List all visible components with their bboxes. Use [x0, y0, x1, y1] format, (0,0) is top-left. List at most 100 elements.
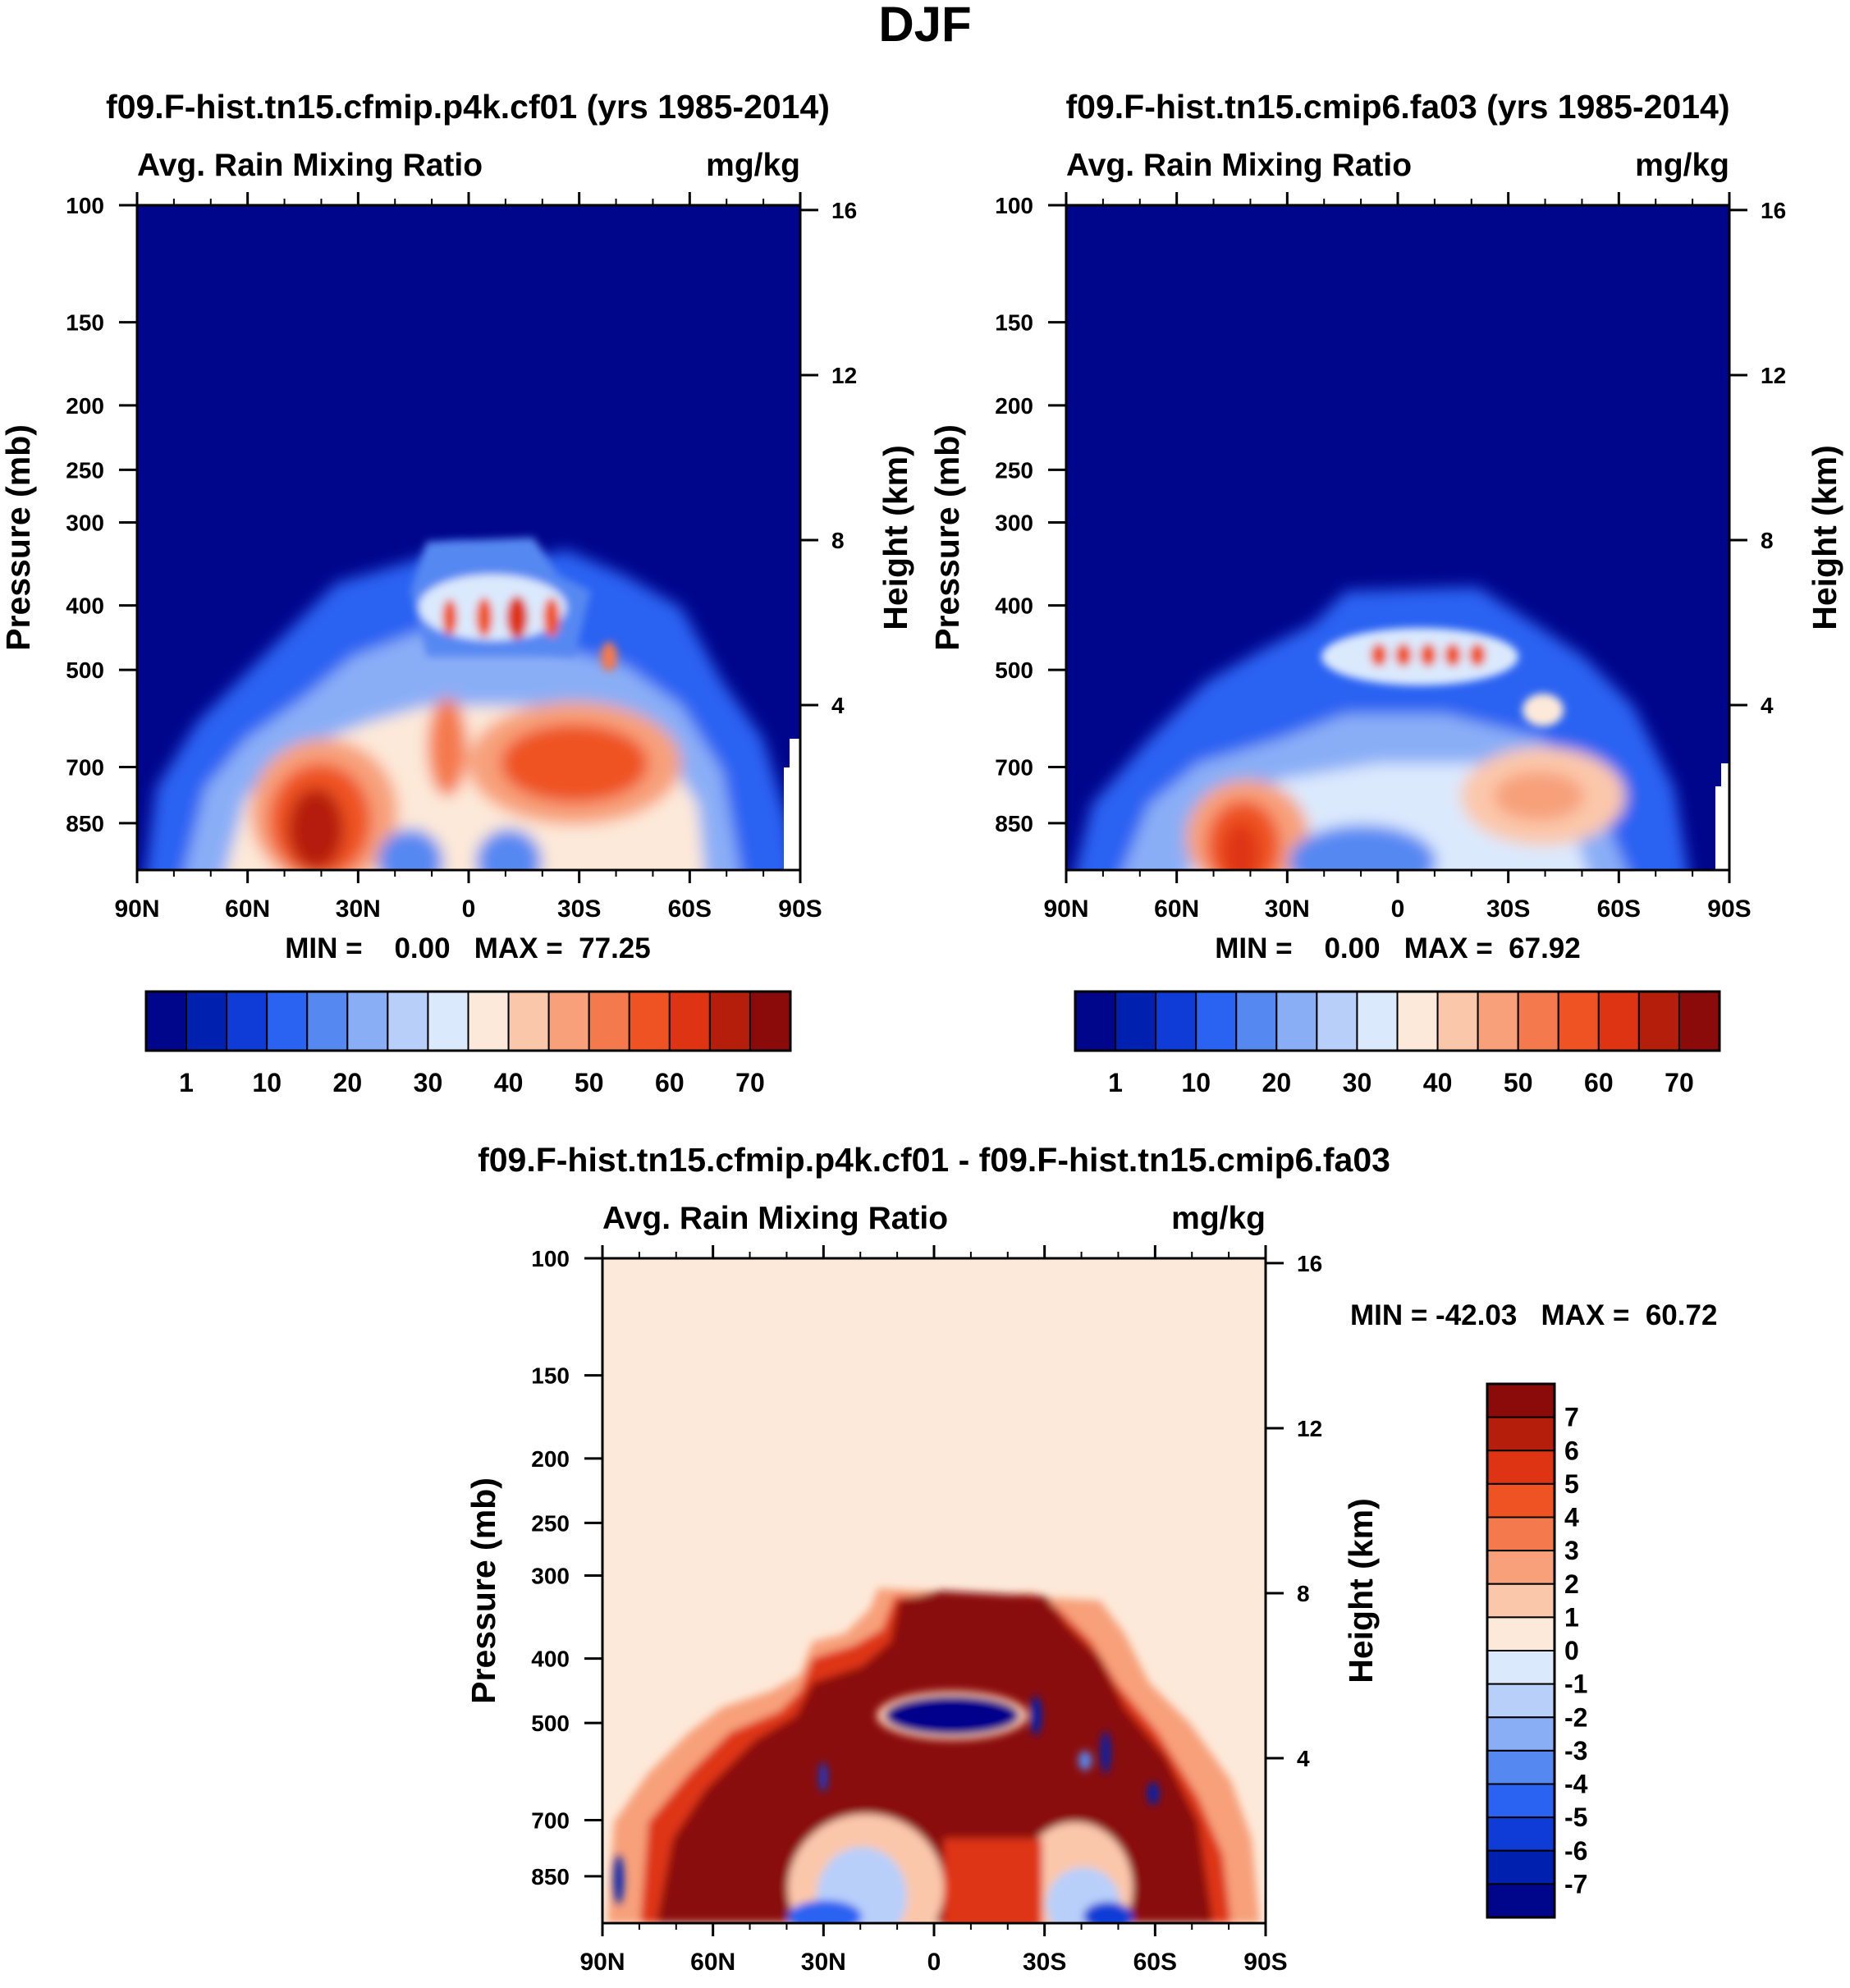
- panel-1-ytick-label: 500: [66, 657, 104, 683]
- panel-2-left-subtitle: Avg. Rain Mixing Ratio: [1066, 148, 1412, 183]
- panel-1-xtick-label: 0: [462, 896, 476, 923]
- panel-2-eq-blue: [1289, 825, 1436, 870]
- panel-1-title: f09.F-hist.tn15.cfmip.p4k.cf01 (yrs 1985…: [106, 88, 830, 126]
- panel-3-colorbar-label: -3: [1564, 1736, 1587, 1766]
- panel-1-colorbar-swatch: [266, 991, 309, 1051]
- panel-2: f09.F-hist.tn15.cmip6.fa03 (yrs 1985-201…: [928, 88, 1843, 1097]
- panel-3-ytick-label: 250: [531, 1510, 570, 1536]
- panel-1-xtick-label: 90S: [778, 896, 822, 923]
- panel-2-y2tick-label: 12: [1761, 363, 1786, 388]
- panel-1-ytick-label: 100: [66, 193, 104, 218]
- panel-3-colorbar-swatch: [1486, 1616, 1555, 1651]
- panel-2-colorbar-swatch: [1597, 991, 1640, 1051]
- panel-3-colorbar-label: -1: [1564, 1670, 1587, 1699]
- panel-3-colorbar-label: -6: [1564, 1836, 1587, 1866]
- panel-3-colorbar-label: -7: [1564, 1869, 1587, 1899]
- panel-3-colorbar-label: 3: [1564, 1536, 1579, 1565]
- panel-1-ytick-label: 200: [66, 393, 104, 419]
- panel-1-colorbar-swatch: [708, 991, 751, 1051]
- panel-3-title: f09.F-hist.tn15.cfmip.p4k.cf01 - f09.F-h…: [478, 1141, 1390, 1179]
- panel-3-colorbar-label: -5: [1564, 1802, 1587, 1832]
- panel-1-xtick-label: 90N: [114, 896, 159, 923]
- panel-2-missing-1: [1715, 786, 1729, 870]
- panel-1-colorbar-label: 70: [735, 1068, 765, 1097]
- panel-3-colorbar-label: 2: [1564, 1569, 1579, 1599]
- panel-2-y2tick-label: 4: [1761, 693, 1774, 718]
- panel-3-colorbar-swatch: [1486, 1816, 1555, 1852]
- panel-1-missing-1: [784, 767, 800, 870]
- panel-2-y2label: Height (km): [1806, 445, 1843, 630]
- panel-3-axes: 90N 60N 30N 0 30S 60S 90S 100 150 200 250 300 400 500…: [531, 1245, 1322, 1976]
- panel-2-colorbar-swatch: [1275, 991, 1318, 1051]
- panel-3-colorbar-swatch: [1486, 1416, 1555, 1452]
- panel-1-colorbar-swatch: [507, 991, 550, 1051]
- panel-2-axes: 90N 60N 30N 0 30S 60S 90S 100 150 200 250 300 400 500…: [995, 192, 1786, 923]
- panel-3-ytick-label: 150: [531, 1363, 570, 1389]
- panel-1-colorbar-swatch: [668, 991, 711, 1051]
- panel-3-xtick-label: 0: [927, 1949, 941, 1976]
- panel-2-right-subtitle: mg/kg: [1635, 148, 1729, 183]
- panel-3-ytick-label: 500: [531, 1711, 570, 1736]
- panel-3-minmax: MIN = -42.03 MAX = 60.72: [1350, 1299, 1717, 1331]
- panel-2-colorbar-swatch: [1235, 991, 1278, 1051]
- panel-1-upper-red-1: [442, 599, 457, 635]
- panel-2-colorbar-label: 30: [1343, 1068, 1372, 1097]
- panel-2-upper-red-5: [1469, 644, 1486, 666]
- panel-2-title: f09.F-hist.tn15.cmip6.fa03 (yrs 1985-201…: [1066, 88, 1730, 126]
- panel-3-y2tick-label: 4: [1297, 1746, 1310, 1771]
- panel-1-eq-blue-2: [476, 829, 542, 870]
- panel-1-upper-red-2: [476, 598, 492, 637]
- panel-1-colorbar-swatch: [306, 991, 349, 1051]
- panel-3-colorbar-swatch: [1486, 1683, 1555, 1719]
- panel-3-colorbar: 7 6 5 4 3 21 0 -1 -2 -3 -4 -5 -6-7: [1486, 1382, 1588, 1919]
- panel-1-colorbar-frame: [144, 990, 792, 1052]
- panel-3: f09.F-hist.tn15.cfmip.p4k.cf01 - f09.F-h…: [465, 1141, 1717, 1976]
- panel-2-upper-red-4: [1445, 644, 1461, 666]
- panel-2-upper-light-2: [1523, 694, 1564, 726]
- panel-2-xtick-label: 90S: [1707, 896, 1751, 923]
- panel-1-colorbar-swatch: [427, 991, 469, 1051]
- panel-2-colorbar-swatch: [1557, 991, 1600, 1051]
- panel-2-colorbar-label: 10: [1181, 1068, 1211, 1097]
- panel-2-upper-red-2: [1395, 644, 1412, 666]
- panel-3-neg-spot-4: [1147, 1782, 1159, 1805]
- panel-3-colorbar-swatch: [1486, 1783, 1555, 1819]
- panel-3-colorbar-swatch: [1486, 1550, 1555, 1585]
- panel-2-missing-2: [1721, 763, 1729, 788]
- panel-3-colorbar-swatch: [1486, 1716, 1555, 1752]
- panel-2-colorbar-label: 70: [1665, 1068, 1694, 1097]
- panel-2-xtick-label: 0: [1391, 896, 1405, 923]
- panel-1-colorbar-swatch: [467, 991, 510, 1051]
- panel-1-blob-eq: [428, 698, 467, 796]
- panel-2-ytick-label: 400: [995, 593, 1033, 619]
- panel-3-neg-spot-6: [614, 1855, 624, 1904]
- panel-1-colorbar-label: 40: [494, 1068, 524, 1097]
- panel-3-xtick-label: 60S: [1133, 1949, 1177, 1976]
- panel-3-y2tick-label: 12: [1297, 1416, 1322, 1441]
- panel-1-colorbar-label: 20: [333, 1068, 363, 1097]
- panel-2-ytick-label: 100: [995, 193, 1033, 218]
- panel-1-ytick-label: 300: [66, 510, 104, 535]
- panel-1-upper-light: [419, 575, 566, 640]
- panel-2-colorbar: 1 10 20 30 40 50 60 70: [1074, 990, 1721, 1097]
- panel-1-axes: 90N 60N 30N 0 30S 60S 90S 100 150 200 250 300 400 500…: [66, 192, 857, 923]
- panel-2-colorbar-swatch: [1155, 991, 1197, 1051]
- panel-2-colorbar-swatch: [1074, 991, 1117, 1051]
- panel-2-ylabel: Pressure (mb): [928, 424, 966, 651]
- panel-1-blob-nh-core: [288, 788, 344, 870]
- panel-2-xtick-label: 60N: [1154, 896, 1199, 923]
- panel-3-neg-spot-1: [1030, 1696, 1042, 1735]
- panel-3-xtick-label: 90N: [579, 1949, 625, 1976]
- panel-2-xtick-label: 30S: [1486, 896, 1530, 923]
- panel-3-y2tick-label: 8: [1297, 1581, 1310, 1606]
- panel-2-colorbar-swatch: [1115, 991, 1157, 1051]
- panel-1-colorbar-swatch: [185, 991, 228, 1051]
- panel-2-y2tick-label: 16: [1761, 198, 1786, 223]
- panel-2-upper-red-1: [1371, 644, 1387, 666]
- panel-2-upper-light: [1321, 628, 1518, 685]
- panel-3-neg-spot-2: [1101, 1731, 1110, 1774]
- panel-2-colorbar-label: 40: [1423, 1068, 1453, 1097]
- panel-3-colorbar-swatch: [1486, 1482, 1555, 1518]
- panel-2-colorbar-swatch: [1396, 991, 1439, 1051]
